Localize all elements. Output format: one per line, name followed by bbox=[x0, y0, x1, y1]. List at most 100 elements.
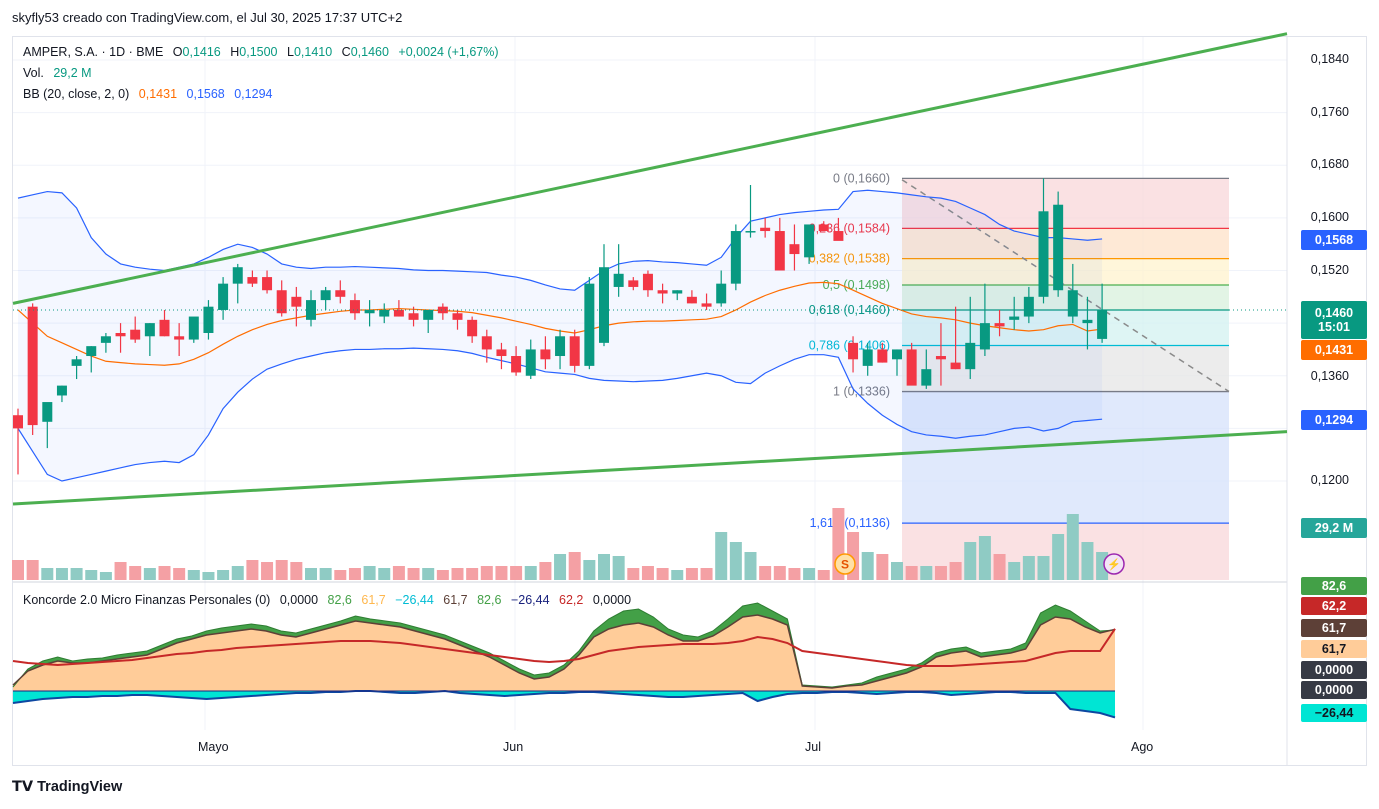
candle-body bbox=[86, 346, 97, 357]
candle-body bbox=[452, 313, 463, 320]
candle-body bbox=[393, 309, 404, 317]
candle-body bbox=[276, 290, 287, 314]
volume-bar bbox=[187, 570, 200, 580]
legend-vol-label[interactable]: Vol. bbox=[23, 66, 44, 80]
candle-body bbox=[511, 356, 522, 373]
candle-body bbox=[642, 273, 653, 291]
legend-vol-value: 29,2 M bbox=[53, 66, 92, 80]
candle-body bbox=[218, 283, 229, 310]
volume-bar bbox=[803, 568, 816, 580]
koncorde-value: 82,6 bbox=[327, 593, 352, 607]
price-tick-label: 0,1680 bbox=[1310, 157, 1349, 171]
legend-symbol[interactable]: AMPER, S.A. · 1D · BME bbox=[23, 45, 164, 59]
legend-low-label: L bbox=[287, 45, 294, 59]
dividend-badge bbox=[834, 553, 856, 575]
legend-ohlc: AMPER, S.A. · 1D · BME O0,1416 H0,1500 L… bbox=[23, 45, 505, 59]
volume-bar bbox=[378, 568, 391, 580]
volume-bar bbox=[891, 562, 903, 580]
fib-zone bbox=[902, 178, 1229, 229]
dividend-badge-label: S bbox=[841, 558, 849, 572]
legend-koncorde-label[interactable]: Koncorde 2.0 Micro Finanzas Personales (… bbox=[23, 593, 271, 607]
koncorde-value: −26,44 bbox=[510, 593, 550, 607]
fib-level-label: 0,236 (0,1584) bbox=[809, 221, 890, 235]
candle-body bbox=[935, 356, 946, 360]
candle-body bbox=[1082, 319, 1093, 324]
candle-body bbox=[188, 316, 199, 340]
legend-open-label: O bbox=[172, 45, 183, 59]
fib-level-label: 0,5 (0,1498) bbox=[823, 278, 890, 292]
candle-body bbox=[320, 290, 331, 301]
candle-body bbox=[833, 231, 844, 241]
candle-body bbox=[56, 385, 67, 396]
fib-zone bbox=[902, 258, 1229, 285]
volume-bar bbox=[348, 568, 361, 580]
oscillator-tag: 61,7 bbox=[1301, 640, 1367, 658]
volume-bar bbox=[1022, 556, 1035, 580]
legend-high: 0,1500 bbox=[239, 45, 278, 59]
candle-body bbox=[804, 224, 815, 258]
candle-body bbox=[1053, 204, 1064, 291]
volume-bar bbox=[231, 566, 244, 580]
legend-high-label: H bbox=[230, 45, 240, 59]
volume-bar bbox=[466, 568, 479, 580]
fib-level-label: 1 (0,1336) bbox=[833, 385, 890, 399]
candle-body bbox=[159, 319, 170, 337]
candle-body bbox=[716, 283, 727, 304]
fib-level-label: 0,382 (0,1538) bbox=[809, 252, 890, 266]
price-tag: 0,1568 bbox=[1301, 230, 1367, 250]
legend-bb-label[interactable]: BB (20, close, 2, 0) bbox=[23, 87, 130, 101]
volume-bar bbox=[41, 568, 54, 580]
price-tick-label: 0,1360 bbox=[1310, 369, 1349, 383]
candle-body bbox=[408, 313, 419, 320]
volume-bar bbox=[70, 568, 83, 580]
lightning-icon bbox=[1103, 553, 1125, 575]
fib-zone bbox=[902, 309, 1229, 346]
candle-body bbox=[818, 224, 829, 232]
oscillator-tag: 82,6 bbox=[1301, 577, 1367, 595]
legend-low: 0,1410 bbox=[293, 45, 333, 59]
price-tag: 0,1460 15:01 bbox=[1301, 301, 1367, 339]
volume-bar bbox=[275, 560, 288, 580]
bb-upper-line bbox=[17, 189, 1103, 291]
koncorde-value: 82,6 bbox=[477, 593, 502, 607]
volume-bar bbox=[788, 568, 801, 580]
volume-bar bbox=[158, 566, 171, 580]
volume-bar bbox=[422, 568, 435, 580]
fib-zone bbox=[902, 228, 1229, 259]
volume-bar bbox=[305, 568, 317, 580]
volume-bar bbox=[1052, 534, 1065, 580]
volume-bar bbox=[55, 568, 68, 580]
candle-body bbox=[496, 349, 507, 357]
candle-body bbox=[701, 303, 712, 307]
volume-bar bbox=[1066, 514, 1079, 580]
candle-body bbox=[657, 290, 668, 294]
candle-body bbox=[730, 231, 741, 284]
koncorde-value: 0,0000 bbox=[592, 593, 632, 607]
koncorde-red-line bbox=[12, 628, 1116, 667]
volume-bar bbox=[129, 566, 142, 580]
candle-body bbox=[892, 349, 902, 360]
volume-bar bbox=[905, 566, 918, 580]
candle-body bbox=[100, 336, 111, 343]
candle-body bbox=[71, 359, 82, 366]
volume-bar bbox=[700, 568, 713, 580]
volume-bar bbox=[773, 566, 786, 580]
price-tick-label: 0,1840 bbox=[1310, 52, 1349, 66]
volume-bar bbox=[934, 566, 947, 580]
candle-body bbox=[877, 349, 888, 363]
candle-body bbox=[672, 290, 683, 294]
legend-bb-upper: 0,1568 bbox=[186, 87, 225, 101]
volume-bar bbox=[524, 566, 537, 580]
koncorde-value: 61,7 bbox=[443, 593, 468, 607]
candle-body bbox=[335, 290, 346, 297]
oscillator-tag: 61,7 bbox=[1301, 619, 1367, 637]
candle-body bbox=[247, 277, 258, 284]
lightning-icon-label: ⚡ bbox=[1107, 558, 1121, 571]
fib-zone bbox=[902, 391, 1229, 524]
tradingview-brand[interactable]: TV TradingView bbox=[12, 779, 122, 795]
volume-bar bbox=[612, 556, 625, 580]
legend-close-label: C bbox=[341, 45, 351, 59]
chart-header: skyfly53 creado con TradingView.com, el … bbox=[12, 10, 403, 25]
candle-body bbox=[760, 227, 771, 232]
